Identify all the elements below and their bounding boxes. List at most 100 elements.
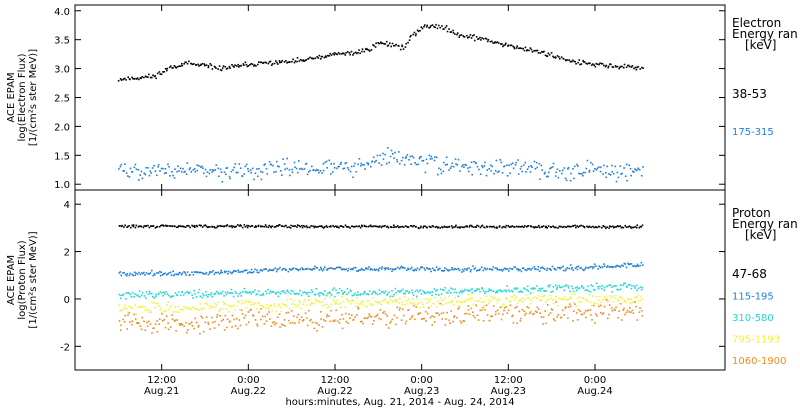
data-point	[311, 165, 313, 168]
data-point	[614, 309, 617, 311]
data-point	[549, 284, 551, 286]
data-point	[516, 287, 519, 289]
data-point	[580, 224, 583, 227]
data-point	[360, 320, 362, 323]
data-point	[347, 168, 350, 171]
data-point	[593, 266, 595, 268]
data-point	[368, 300, 370, 302]
data-point	[247, 311, 250, 313]
data-point	[459, 290, 462, 293]
y-axis-label-line: [1/(cm²s ster MeV)]	[28, 49, 39, 146]
data-point	[409, 318, 411, 320]
data-point	[511, 225, 514, 227]
data-point	[606, 165, 608, 168]
data-point	[545, 301, 547, 303]
data-point	[148, 174, 151, 177]
data-point	[553, 318, 555, 320]
data-point	[617, 265, 619, 267]
data-point	[495, 41, 498, 44]
data-point	[400, 319, 403, 321]
data-point	[571, 293, 573, 295]
data-point	[271, 321, 274, 324]
data-point	[592, 63, 594, 65]
data-point	[265, 225, 268, 228]
data-point	[277, 63, 279, 65]
data-point	[362, 293, 364, 295]
data-point	[179, 225, 181, 227]
data-point	[528, 312, 531, 315]
data-point	[577, 265, 580, 268]
data-point	[161, 224, 163, 226]
data-point	[175, 330, 177, 332]
data-point	[144, 329, 146, 332]
data-point	[536, 311, 538, 313]
data-point	[280, 290, 283, 293]
data-point	[182, 294, 185, 296]
data-point	[147, 273, 150, 275]
data-point	[324, 297, 327, 300]
data-point	[143, 309, 146, 312]
data-point	[452, 32, 455, 34]
data-point	[448, 319, 450, 322]
data-point	[500, 161, 503, 164]
data-point	[546, 267, 549, 270]
data-point	[390, 226, 393, 229]
data-point	[424, 24, 426, 26]
data-point	[284, 324, 286, 327]
y-axis-label-line: [1/(cm²s ster MeV)]	[28, 231, 39, 328]
data-point	[350, 314, 353, 317]
data-point	[392, 226, 395, 229]
data-point	[472, 315, 475, 317]
data-point	[600, 62, 603, 65]
data-point	[425, 320, 427, 322]
data-point	[520, 290, 522, 292]
x-tick-date: Aug.22	[317, 386, 352, 397]
data-point	[628, 65, 631, 68]
data-point	[449, 322, 451, 324]
data-point	[186, 290, 188, 293]
data-point	[598, 305, 600, 308]
data-point	[313, 293, 316, 296]
data-point	[617, 316, 619, 319]
data-point	[357, 163, 359, 166]
series-175-315	[118, 147, 644, 183]
data-point	[595, 265, 597, 267]
data-point	[174, 225, 176, 228]
data-point	[118, 293, 121, 296]
data-point	[600, 166, 602, 169]
data-point	[635, 284, 638, 287]
data-point	[535, 49, 537, 52]
data-point	[133, 271, 136, 274]
data-point	[505, 289, 507, 292]
data-point	[137, 321, 139, 324]
data-point	[231, 292, 234, 294]
y-tick-label: 0	[64, 295, 70, 306]
data-point	[561, 297, 563, 300]
data-point	[624, 263, 627, 265]
data-point	[567, 306, 570, 308]
data-point	[124, 304, 126, 306]
data-point	[207, 321, 209, 324]
data-point	[545, 290, 547, 292]
data-point	[205, 291, 207, 293]
data-point	[471, 288, 473, 290]
data-point	[292, 58, 294, 61]
data-point	[314, 265, 316, 268]
data-point	[441, 226, 443, 228]
data-point	[279, 266, 281, 269]
data-point	[548, 267, 551, 270]
data-point	[232, 303, 235, 306]
data-point	[288, 268, 291, 270]
data-point	[468, 313, 471, 315]
data-point	[488, 225, 491, 228]
data-point	[582, 174, 584, 177]
data-point	[521, 170, 523, 173]
data-point	[148, 273, 151, 275]
data-point	[425, 292, 428, 294]
data-point	[517, 226, 519, 228]
data-point	[310, 268, 312, 271]
data-point	[452, 304, 455, 306]
data-point	[576, 225, 578, 227]
data-point	[193, 327, 195, 330]
data-point	[316, 299, 319, 302]
